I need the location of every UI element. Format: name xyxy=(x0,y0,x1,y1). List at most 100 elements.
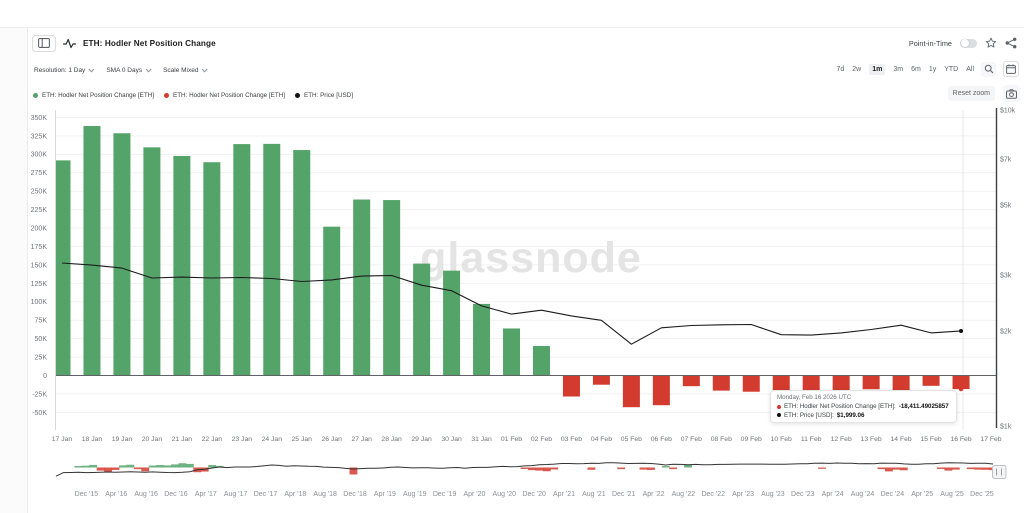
navigator-flow-patch xyxy=(81,465,90,468)
navigator-flow-patch xyxy=(163,465,172,468)
bar[interactable] xyxy=(772,375,790,391)
navigator-flow-patch xyxy=(126,464,135,468)
x-axis-label: 03 Feb xyxy=(561,436,582,443)
navigator-label: Apr '20 xyxy=(463,491,485,498)
tooltip-series-label: ETH: Price [USD]: xyxy=(784,411,834,419)
range-selector-row: 7d 2w 1m 3m 6m 1y YTD All xyxy=(836,61,1019,77)
bar[interactable] xyxy=(443,270,461,376)
calendar-button[interactable] xyxy=(1003,61,1019,77)
navigator-flow-patch xyxy=(119,465,127,468)
bar[interactable] xyxy=(323,226,341,376)
bar[interactable] xyxy=(233,144,251,376)
reset-zoom-button[interactable]: Reset zoom xyxy=(947,86,995,101)
bar[interactable] xyxy=(503,328,521,376)
tooltip-series-value: $1,999.06 xyxy=(836,411,865,419)
navigator-flow-patch xyxy=(185,463,194,468)
x-axis-label: 01 Feb xyxy=(501,436,522,443)
navigator-label: Dec '22 xyxy=(701,491,725,498)
bar[interactable] xyxy=(263,143,281,376)
bar[interactable] xyxy=(293,150,311,376)
resolution-dropdown[interactable]: Resolution: 1 Day xyxy=(34,67,95,74)
zoom-range-button[interactable] xyxy=(981,61,996,77)
x-axis-label: 28 Jan xyxy=(381,436,402,443)
range-button-1y[interactable]: 1y xyxy=(928,65,937,73)
bar[interactable] xyxy=(56,160,71,376)
navigator-handle[interactable] xyxy=(992,465,1007,479)
bar[interactable] xyxy=(562,375,580,397)
legend-item[interactable]: ETH: Hodler Net Position Change [ETH] xyxy=(33,92,154,99)
range-button-6m[interactable]: 6m xyxy=(911,65,921,73)
sma-dropdown[interactable]: SMA 0 Days xyxy=(106,67,152,74)
range-button-1m[interactable]: 1m xyxy=(869,63,886,75)
point-in-time-toggle[interactable] xyxy=(960,38,977,48)
bar[interactable] xyxy=(862,375,880,390)
navigator-flow-patch xyxy=(818,467,826,469)
navigator-label: Apr '21 xyxy=(553,491,575,498)
bar[interactable] xyxy=(802,375,820,391)
bar[interactable] xyxy=(113,133,131,376)
chevron-down-icon xyxy=(202,68,208,73)
x-axis-label: 29 Jan xyxy=(411,436,432,443)
navigator-label: Aug '16 xyxy=(134,491,158,498)
x-axis-label: 05 Feb xyxy=(621,436,642,443)
range-button-3m[interactable]: 3m xyxy=(893,65,904,73)
x-axis-label: 17 Feb xyxy=(980,436,1001,443)
bar[interactable] xyxy=(592,375,610,385)
x-axis-label: 20 Jan xyxy=(142,436,163,443)
bar[interactable] xyxy=(682,375,700,387)
left-axis-label: -50K xyxy=(32,410,47,417)
navigator-flow-patch xyxy=(974,467,983,470)
range-button-2w[interactable]: 2w xyxy=(852,65,862,73)
share-icon[interactable] xyxy=(1005,37,1017,49)
bar[interactable] xyxy=(892,375,910,391)
range-button-ytd[interactable]: YTD xyxy=(944,65,959,73)
bar[interactable] xyxy=(922,375,940,386)
bar[interactable] xyxy=(83,126,101,376)
panel-toggle-button[interactable] xyxy=(32,34,56,52)
page-title: ETH: Hodler Net Position Change xyxy=(83,38,216,48)
bar[interactable] xyxy=(652,375,670,406)
screenshot-button[interactable] xyxy=(1003,85,1020,102)
navigator-flow-patch xyxy=(884,467,893,472)
x-axis-label: 17 Jan xyxy=(52,436,73,443)
navigator-flow-patch xyxy=(520,467,529,469)
range-button-7d[interactable]: 7d xyxy=(836,65,845,73)
navigator-label: Dec '24 xyxy=(881,491,905,498)
navigator-flow-patch xyxy=(944,467,953,471)
bar[interactable] xyxy=(143,147,161,376)
x-axis-label: 30 Jan xyxy=(441,436,462,443)
bar[interactable] xyxy=(832,375,850,391)
navigator-label: Aug '25 xyxy=(940,491,964,498)
navigator-flow-patch xyxy=(535,467,544,471)
bar[interactable] xyxy=(353,199,371,376)
x-axis-label: 18 Jan xyxy=(82,436,103,443)
navigator-label: Apr '19 xyxy=(374,491,396,498)
navigator-flow-patch xyxy=(647,467,655,470)
navigator-flow-patch xyxy=(171,464,179,468)
bar[interactable] xyxy=(622,375,640,408)
navigator-flow-patch xyxy=(899,467,908,471)
navigator-label: Apr '17 xyxy=(195,491,217,498)
bar[interactable] xyxy=(712,375,730,391)
range-button-all[interactable]: All xyxy=(966,65,974,73)
bar[interactable] xyxy=(742,375,760,392)
legend-dot xyxy=(164,93,169,98)
bar[interactable] xyxy=(173,155,191,376)
bar[interactable] xyxy=(413,263,431,376)
bar[interactable] xyxy=(203,162,221,376)
navigator-label: Dec '17 xyxy=(254,491,278,498)
legend-item[interactable]: ETH: Hodler Net Position Change [ETH] xyxy=(164,92,285,99)
bar[interactable] xyxy=(532,346,550,376)
legend-item[interactable]: ETH: Price [USD] xyxy=(295,92,353,99)
left-axis-label: 125K xyxy=(31,281,48,288)
bar[interactable] xyxy=(952,375,970,390)
chart-settings-row: Resolution: 1 Day SMA 0 Days Scale Mixed xyxy=(34,63,208,77)
navigator-flow-patch xyxy=(966,467,975,470)
bar[interactable] xyxy=(473,303,491,376)
x-axis-label: 22 Jan xyxy=(202,436,223,443)
scale-dropdown[interactable]: Scale Mixed xyxy=(163,67,208,74)
star-icon[interactable] xyxy=(985,37,997,49)
price-line xyxy=(61,262,962,345)
navigator-flow-patch xyxy=(156,465,165,468)
bar[interactable] xyxy=(383,200,401,376)
